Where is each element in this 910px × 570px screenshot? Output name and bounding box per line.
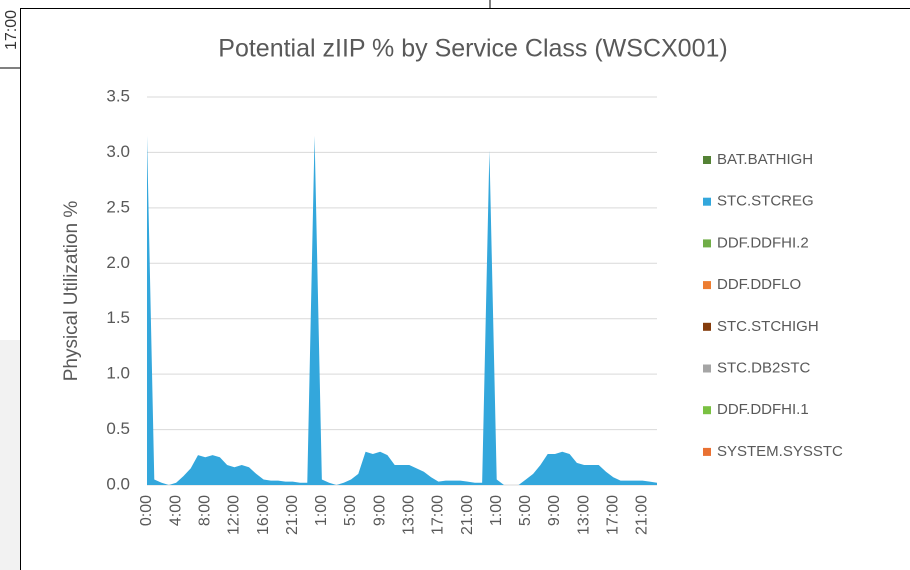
x-tick-label: 8:00: [197, 495, 214, 526]
side-panel: [0, 340, 20, 570]
x-tick-label: 17:00: [605, 495, 622, 535]
legend-swatch: [703, 239, 711, 248]
legend-swatch: [703, 406, 711, 415]
y-tick-label: 0.5: [106, 419, 130, 438]
plot: 0.0 0.5 1.0 1.5 2.0 2.5 3.0 3.5 0:00 4:00 8:00 12:0…: [106, 86, 843, 535]
legend-swatch: [703, 447, 711, 456]
legend-label: STC.STCREG: [717, 193, 814, 210]
legend-label: STC.STCHIGH: [717, 318, 819, 335]
y-tick-label: 1.5: [106, 308, 130, 327]
legend-label: DDF.DDFHI.2: [717, 234, 809, 251]
x-tick-label: 21:00: [459, 495, 476, 535]
x-tick-label: 21:00: [284, 495, 301, 535]
y-tick-label: 1.0: [106, 364, 130, 383]
legend-label: DDF.DDFLO: [717, 276, 801, 293]
x-tick-label: 1:00: [488, 495, 505, 526]
chart-title: Potential zIIP % by Service Class (WSCX0…: [218, 35, 727, 63]
x-tick-label: 13:00: [575, 495, 592, 535]
y-tick-label: 0.0: [106, 474, 130, 493]
x-tick-label: 12:00: [226, 495, 243, 535]
legend-swatch: [703, 156, 711, 164]
x-tick-label: 0:00: [138, 495, 155, 526]
legend-swatch: [703, 281, 711, 290]
y-axis-label: Physical Utilization %: [61, 201, 82, 382]
y-tick-label: 3.0: [106, 142, 130, 161]
y-tick-label: 2.0: [106, 253, 130, 272]
legend-label: DDF.DDFHI.1: [717, 401, 809, 418]
y-tick-label: 2.5: [106, 197, 130, 216]
legend-label: SYSTEM.SYSSTC: [717, 443, 843, 460]
chart-frame: [20, 8, 910, 570]
x-tick-label: 16:00: [255, 495, 272, 535]
x-tick-label: 9:00: [546, 495, 563, 526]
legend-label: BAT.BATHIGH: [717, 151, 813, 168]
y-tick-label: 3.5: [106, 86, 130, 105]
x-tick-label: 17:00: [430, 495, 447, 535]
x-tick-label: 5:00: [342, 495, 359, 526]
x-tick-label: 5:00: [517, 495, 534, 526]
legend-swatch: [703, 364, 711, 373]
x-tick-label: 1:00: [313, 495, 330, 526]
legend-label: STC.DB2STC: [717, 359, 811, 376]
x-tick-label: 21:00: [634, 495, 651, 535]
legend-swatch: [703, 197, 711, 206]
legend-swatch: [703, 322, 711, 331]
panel-label: 17:00: [3, 10, 20, 50]
x-tick-label: 9:00: [371, 495, 388, 526]
x-tick-label: 4:00: [167, 495, 184, 526]
x-tick-label: 13:00: [401, 495, 418, 535]
